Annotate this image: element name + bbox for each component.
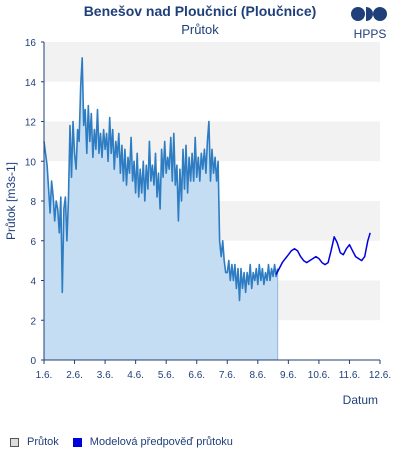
y-axis-label: Průtok [m3s-1]	[4, 162, 18, 240]
series-lines	[43, 57, 371, 302]
observed-flow-line	[43, 57, 279, 302]
y-tick-label: 10	[25, 157, 37, 168]
x-tick-label: 10.6.	[308, 370, 330, 381]
legend-label-observed: Průtok	[27, 436, 59, 448]
x-tick-label: 9.6.	[280, 370, 297, 381]
grid-band	[44, 42, 380, 82]
x-tick-label: 5.6.	[158, 370, 175, 381]
y-tick-label: 14	[25, 78, 37, 89]
hpps-logo: HPPS	[351, 7, 387, 41]
y-tick-label: 12	[25, 118, 37, 129]
chart-title: Benešov nad Ploučnicí (Ploučnice)	[84, 3, 317, 19]
y-tick-label: 0	[30, 356, 36, 367]
chart-legend: Průtok Modelová předpověď průtoku	[10, 436, 247, 448]
y-tick-labels: 0 2 4 6 8 10 12 14 16	[25, 38, 37, 367]
y-tick-label: 16	[25, 38, 37, 49]
x-axis-label: Datum	[343, 393, 378, 407]
x-tick-label: 3.6.	[97, 370, 114, 381]
x-tick-label: 4.6.	[127, 370, 144, 381]
legend-item-observed[interactable]: Průtok	[10, 436, 59, 448]
x-tick-label: 8.6.	[249, 370, 266, 381]
logo-half-circle-icon	[366, 7, 373, 21]
legend-label-model: Modelová předpověď průtoku	[89, 436, 233, 448]
y-tick-label: 2	[30, 316, 36, 327]
legend-swatch-observed	[10, 437, 19, 447]
x-tick-label: 11.6.	[339, 370, 361, 381]
y-tick-label: 4	[30, 277, 36, 288]
y-tick-label: 8	[30, 197, 36, 208]
x-tick-label: 7.6.	[219, 370, 236, 381]
grid-band	[44, 81, 380, 122]
logo-circle-left-icon	[351, 7, 365, 21]
logo-circle-right-icon	[373, 7, 387, 21]
axes	[41, 41, 381, 364]
legend-swatch-model	[72, 437, 82, 447]
x-tick-labels: 1.6. 2.6. 3.6. 4.6. 5.6. 6.6. 7.6. 8.6. 9.6. 10.6…	[36, 370, 391, 381]
x-tick-label: 6.6.	[188, 370, 205, 381]
logo-text: HPPS	[354, 27, 387, 41]
chart-subtitle: Průtok	[181, 22, 219, 37]
x-tick-label: 12.6.	[369, 370, 391, 381]
legend-item-model[interactable]: Modelová předpověď průtoku	[72, 436, 233, 448]
y-tick-label: 6	[30, 237, 36, 248]
model-forecast-line	[275, 232, 371, 275]
x-tick-label: 2.6.	[66, 370, 83, 381]
x-tick-label: 1.6.	[36, 370, 53, 381]
